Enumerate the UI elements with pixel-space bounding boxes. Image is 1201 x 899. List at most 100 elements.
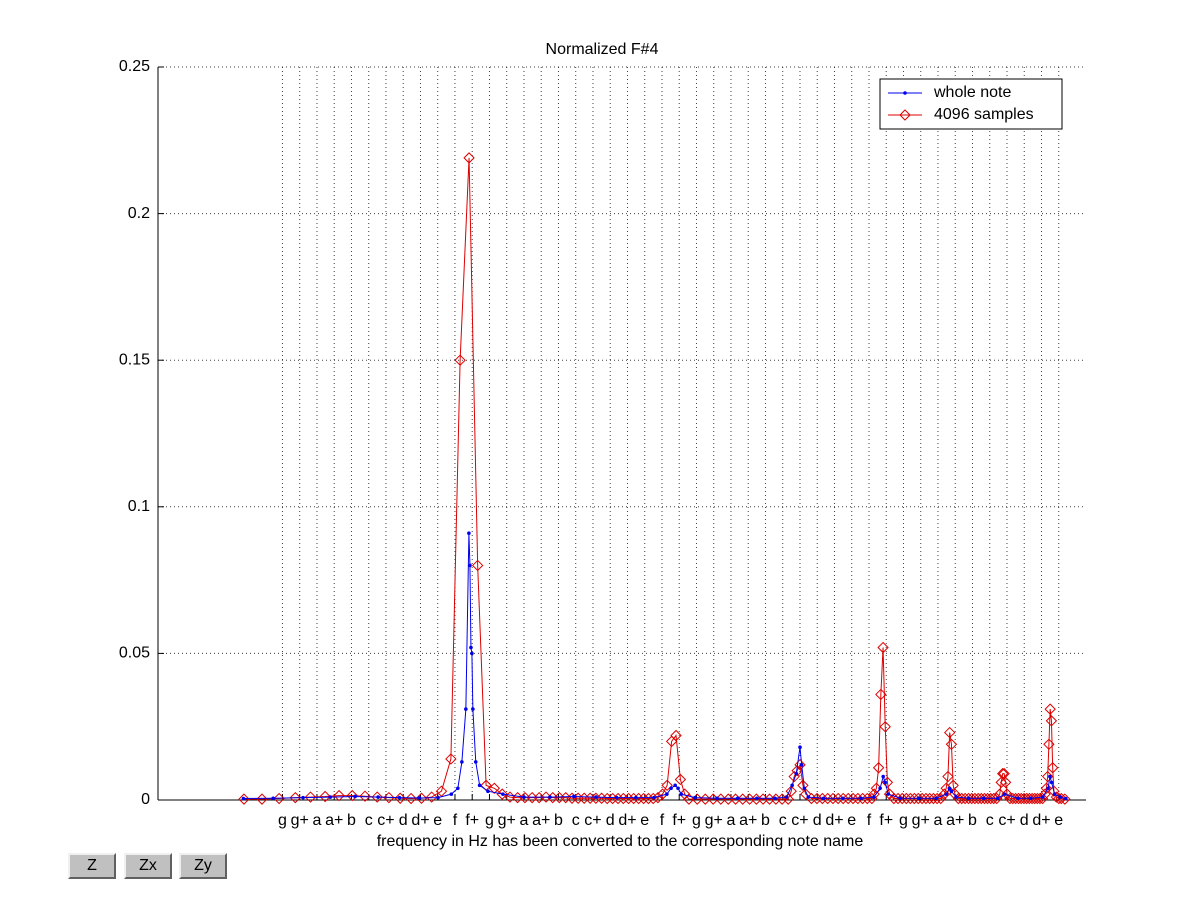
diamond-marker [289,791,301,804]
x-tick-label: g [278,812,287,829]
diamond-marker [816,792,829,805]
zoom-x-button[interactable]: Zx [124,853,172,879]
diamond-marker [1018,792,1030,805]
x-tick-label: b [347,812,356,829]
dot-marker [469,645,473,650]
y-tick-label: 0.15 [119,351,150,368]
diamond-marker [1036,792,1049,805]
diamond-marker [435,785,448,797]
dot-marker [676,786,680,791]
diamond-marker [877,641,889,654]
dot-marker [944,792,949,796]
diamond-marker [1045,715,1058,727]
dot-marker [883,780,888,785]
diamond-marker [319,790,331,803]
legend-marker [903,91,907,95]
dot-marker [790,783,794,788]
diamond-marker [661,779,673,792]
y-tick-label: 0.1 [128,498,150,515]
x-tick-label: g+ [498,812,516,829]
dot-marker [328,795,333,799]
x-tick-label: e [433,812,442,829]
dot-marker [673,783,677,788]
x-tick-label: a+ [532,812,550,829]
diamond-marker [1046,762,1059,774]
zoom-button[interactable]: Z [68,853,116,879]
x-tick-label: g+ [291,812,309,829]
x-tick-label: a+ [325,812,343,829]
x-tick-label: d+ [1032,812,1050,829]
x-tick-label: g [899,812,908,829]
dot-marker [548,795,552,799]
y-tick-label: 0 [141,791,150,808]
diamond-marker [617,792,630,805]
x-tick-label: c [986,812,994,829]
x-tick-label: f [867,812,872,829]
x-tick-label: d [1020,812,1029,829]
dot-marker [1002,792,1007,796]
dot-marker [594,795,598,799]
diamond-marker [304,791,317,803]
dot-marker [241,796,246,801]
x-tick-label: f+ [465,812,479,829]
diamond-marker [346,789,358,802]
dot-marker [821,796,826,801]
x-tick-label: g [692,812,701,829]
diamond-marker [904,792,917,805]
dot-marker [1052,792,1057,796]
diamond-marker [943,726,956,739]
series [241,531,1068,801]
x-tick-label: a [934,812,943,829]
dot-marker [798,745,802,750]
diamond-marker [238,793,250,805]
dot-marker [477,783,482,788]
diamond-marker [856,792,869,805]
diamond-marker [273,792,285,805]
dot-marker [1048,774,1052,779]
x-tick-label: b [554,812,563,829]
x-tick-label: a [520,812,529,829]
dot-marker [981,796,986,801]
diamond-marker [445,753,457,765]
diamond-marker [612,792,624,805]
diamond-marker [642,792,655,805]
diamond-marker [454,354,466,366]
diamond-marker [359,790,371,802]
x-tick-label: a+ [739,812,757,829]
chart-title: Normalized F#4 [546,41,659,58]
x-tick-label: e [1054,812,1063,829]
diamond-marker [811,792,823,805]
diamond-marker [471,559,484,572]
dot-marker [468,563,472,568]
diamond-marker [1039,788,1051,800]
dot-marker [872,795,876,799]
y-tick-label: 0.05 [119,645,150,662]
legend: whole note 4096 samples [879,78,1063,130]
zoom-y-button[interactable]: Zy [179,853,227,879]
dot-marker [806,795,811,799]
diamond-marker [1040,782,1053,794]
diamond-marker [656,788,669,800]
dot-marker [436,795,440,800]
x-tick-label: d+ [825,812,843,829]
diamond-marker [896,792,908,805]
x-tick-label: f+ [879,812,893,829]
x-axis-label: frequency in Hz has been converted to th… [377,833,864,850]
dot-marker [1041,795,1045,799]
x-tick-label: f [453,812,458,829]
dot-marker [1028,796,1033,801]
dot-marker [634,795,638,800]
diamond-marker [900,792,912,805]
diamond-marker [924,792,936,805]
diamond-marker [797,779,809,792]
x-tick-label: b [761,812,770,829]
dot-marker [470,651,474,656]
x-tick-label: a [313,812,322,829]
dot-marker [522,795,526,799]
diamond-marker [879,720,891,733]
dot-marker [784,795,789,799]
dot-marker [735,796,740,801]
dot-marker [954,795,958,799]
